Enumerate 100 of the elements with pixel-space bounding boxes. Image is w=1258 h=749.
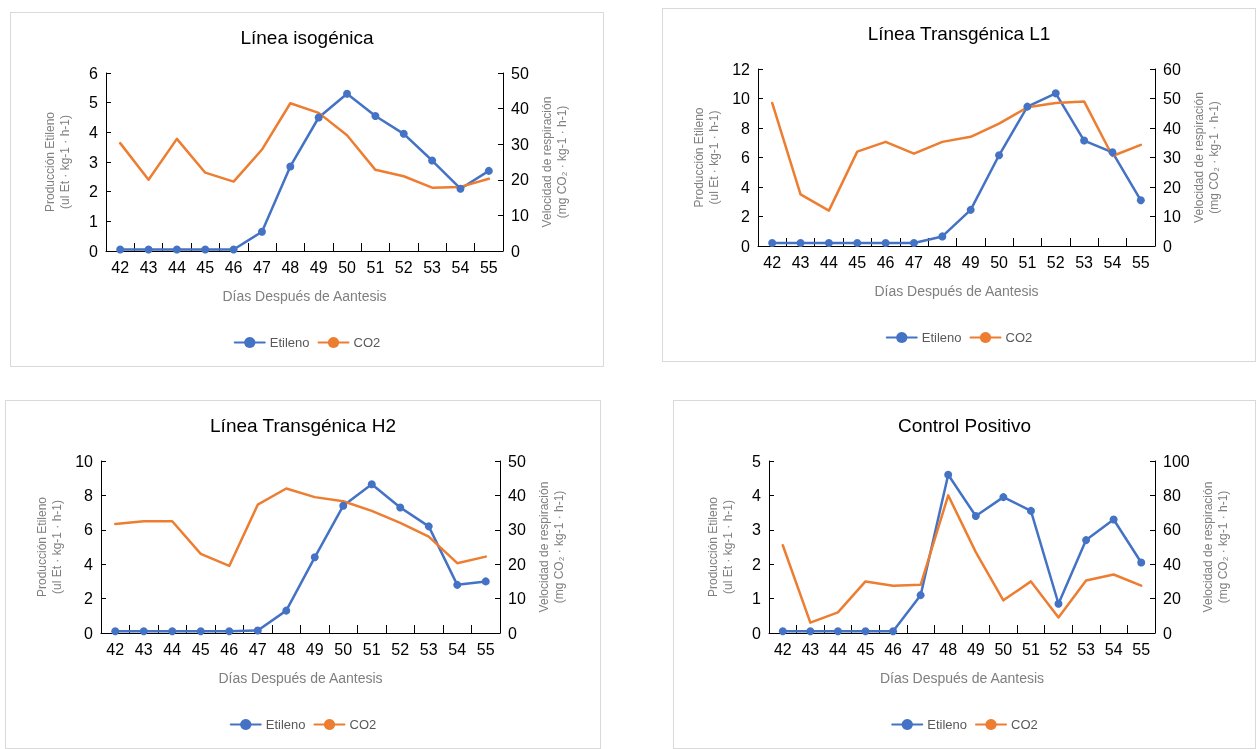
x-tick-label: 42 <box>773 640 792 658</box>
y2-tick-label: 20 <box>1163 178 1181 196</box>
y-tick-label: 6 <box>84 521 94 539</box>
legend-label: CO2 <box>349 717 377 732</box>
y2-tick-label: 20 <box>1163 590 1181 608</box>
chart-title: Línea isogénica <box>240 27 374 48</box>
x-tick-label: 43 <box>801 640 820 658</box>
x-tick-label: 54 <box>448 640 467 658</box>
line-series <box>781 494 1143 624</box>
y-tick-label: 6 <box>89 64 99 82</box>
x-tick-label: 52 <box>394 258 413 276</box>
legend-label: CO2 <box>1011 717 1038 732</box>
y2-tick-label: 60 <box>1163 60 1181 78</box>
x-tick-label: 45 <box>191 640 210 658</box>
x-tick-label: 48 <box>281 258 300 276</box>
x-axis-title: Días Después de Aantesis <box>222 288 387 304</box>
x-tick-label: 44 <box>829 640 847 658</box>
point <box>1054 599 1063 608</box>
point <box>1137 558 1146 567</box>
x-tick-label: 45 <box>856 640 875 658</box>
y2-tick-label: 0 <box>511 242 520 260</box>
point <box>796 239 805 248</box>
legend-label: Etileno <box>921 330 962 345</box>
y-tick-label: 3 <box>89 153 99 171</box>
point <box>116 245 125 254</box>
x-tick-label: 50 <box>338 258 357 276</box>
y2-tick-label: 50 <box>1163 90 1181 107</box>
y2-tick-label: 30 <box>508 521 526 539</box>
point <box>966 205 975 214</box>
x-tick-label: 55 <box>476 640 495 658</box>
x-tick-label: 55 <box>479 258 498 276</box>
y2-axis-title: Velocidad de respiración (mg CO₂ · kg-1 · h-1) <box>1201 481 1231 613</box>
point <box>253 626 262 635</box>
point <box>768 239 777 248</box>
x-tick-label: 48 <box>939 640 958 658</box>
y2-tick-label: 20 <box>508 555 526 573</box>
legend-label: CO2 <box>1005 330 1033 345</box>
chart-title: Línea Transgénica H2 <box>210 415 396 436</box>
x-tick-label: 54 <box>1103 253 1122 271</box>
y-tick-label: 0 <box>84 624 94 642</box>
point <box>1026 506 1035 515</box>
y-tick-label: 2 <box>84 590 94 608</box>
y2-tick-label: 20 <box>511 171 529 189</box>
y2-axis-title: Velocidad de respiración (mg CO₂ · kg-1 · h-1) <box>537 481 567 613</box>
y2-tick-label: 10 <box>508 590 526 608</box>
x-tick-label: 49 <box>961 253 980 271</box>
x-tick-label: 52 <box>391 640 410 658</box>
y2-tick-label: 80 <box>1163 486 1181 504</box>
y2-axis-title: Velocidad de respiración (mg CO₂ · kg-1 · h-1) <box>540 96 570 228</box>
chart-title: Línea Transgénica L1 <box>867 23 1051 44</box>
point <box>861 627 870 636</box>
x-tick-label: 54 <box>451 258 470 276</box>
x-tick-label: 50 <box>990 253 1009 271</box>
x-tick-label: 52 <box>1049 640 1068 658</box>
line-series <box>770 100 1143 212</box>
legend-label: Etileno <box>265 717 306 732</box>
y-tick-label: 2 <box>89 183 99 201</box>
point <box>853 239 862 248</box>
x-tick-label: 50 <box>334 640 353 658</box>
point <box>424 522 433 531</box>
x-tick-label: 49 <box>966 640 985 658</box>
x-tick-label: 43 <box>139 258 158 276</box>
point <box>881 239 890 248</box>
point <box>1136 196 1145 205</box>
point <box>456 184 465 193</box>
point <box>944 470 953 479</box>
y2-tick-label: 50 <box>511 64 529 82</box>
x-tick-label: 42 <box>106 640 125 658</box>
legend-label: Etileno <box>269 335 310 350</box>
point <box>806 627 815 636</box>
y2-tick-label: 60 <box>1163 521 1181 539</box>
point <box>995 151 1004 160</box>
point <box>453 580 462 589</box>
point <box>172 245 181 254</box>
point <box>824 239 833 248</box>
point <box>343 89 352 98</box>
x-tick-label: 43 <box>134 640 153 658</box>
point <box>196 627 205 636</box>
x-tick-label: 45 <box>196 258 215 276</box>
x-tick-label: 46 <box>884 640 903 658</box>
x-tick-label: 47 <box>248 640 267 658</box>
point <box>909 239 918 248</box>
y-tick-label: 2 <box>741 208 751 225</box>
x-tick-label: 48 <box>933 253 952 271</box>
x-tick-label: 44 <box>163 640 182 658</box>
y-tick-label: 0 <box>752 624 762 642</box>
point <box>971 512 980 521</box>
x-tick-label: 48 <box>277 640 296 658</box>
x-tick-label: 45 <box>848 253 867 271</box>
y-tick-label: 12 <box>732 60 751 78</box>
x-tick-label: 55 <box>1132 640 1151 658</box>
x-tick-label: 46 <box>220 640 239 658</box>
x-tick-label: 50 <box>994 640 1013 658</box>
point <box>778 627 787 636</box>
point <box>1108 148 1117 157</box>
point <box>229 245 238 254</box>
y-tick-label: 0 <box>89 242 99 260</box>
y-tick-label: 3 <box>752 521 762 539</box>
y2-tick-label: 10 <box>1163 208 1181 225</box>
x-tick-label: 53 <box>423 258 442 276</box>
